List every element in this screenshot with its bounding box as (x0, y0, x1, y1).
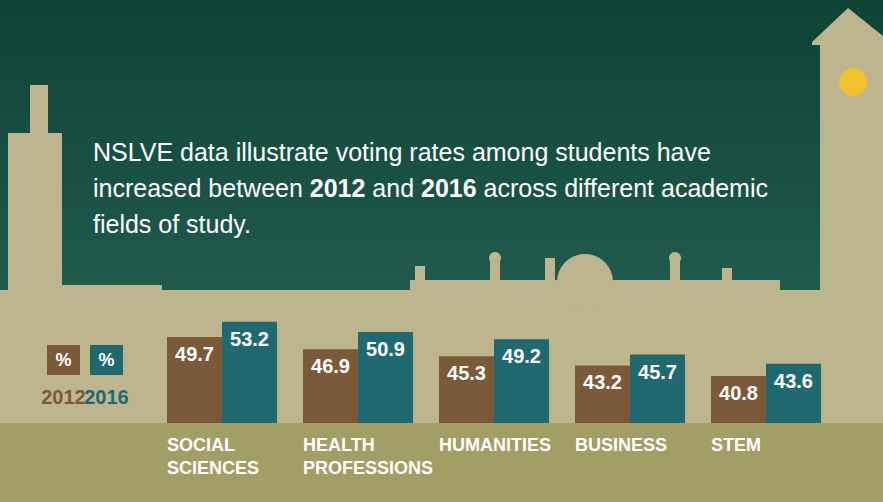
svg-text:%: % (55, 350, 71, 370)
svg-text:different: different (564, 174, 654, 202)
svg-text:between: between (208, 174, 303, 202)
svg-text:increased: increased (93, 174, 201, 202)
svg-text:%: % (98, 350, 114, 370)
svg-text:46.9: 46.9 (311, 355, 350, 377)
svg-text:and: and (372, 174, 414, 202)
svg-text:academic: academic (661, 174, 768, 202)
svg-text:PROFESSIONS: PROFESSIONS (303, 458, 433, 478)
svg-text:45.7: 45.7 (638, 361, 677, 383)
svg-text:rates: rates (409, 138, 465, 166)
svg-text:53.2: 53.2 (230, 328, 269, 350)
svg-text:NSLVE: NSLVE (93, 138, 173, 166)
svg-text:BUSINESS: BUSINESS (575, 435, 667, 455)
svg-text:study.: study. (186, 210, 251, 238)
svg-text:voting: voting (336, 138, 403, 166)
svg-text:data: data (180, 138, 229, 166)
svg-text:have: have (657, 138, 711, 166)
svg-text:HEALTH: HEALTH (303, 435, 375, 455)
svg-text:HUMANITIES: HUMANITIES (439, 435, 551, 455)
svg-text:43.2: 43.2 (583, 371, 622, 393)
svg-text:2012: 2012 (310, 174, 366, 202)
svg-text:2016: 2016 (84, 386, 129, 408)
svg-text:SCIENCES: SCIENCES (167, 458, 259, 478)
svg-text:fields: fields (93, 210, 151, 238)
svg-text:STEM: STEM (711, 435, 761, 455)
svg-text:45.3: 45.3 (447, 362, 486, 384)
svg-text:across: across (484, 174, 558, 202)
svg-text:40.8: 40.8 (719, 382, 758, 404)
svg-text:SOCIAL: SOCIAL (167, 435, 235, 455)
svg-text:43.6: 43.6 (774, 370, 813, 392)
svg-text:students: students (555, 138, 650, 166)
svg-text:among: among (472, 138, 548, 166)
svg-text:49.7: 49.7 (175, 343, 214, 365)
svg-text:49.2: 49.2 (502, 345, 541, 367)
svg-text:50.9: 50.9 (366, 338, 405, 360)
svg-text:2016: 2016 (421, 174, 477, 202)
svg-text:of: of (158, 210, 179, 238)
svg-text:illustrate: illustrate (236, 138, 329, 166)
svg-text:2012: 2012 (41, 386, 86, 408)
